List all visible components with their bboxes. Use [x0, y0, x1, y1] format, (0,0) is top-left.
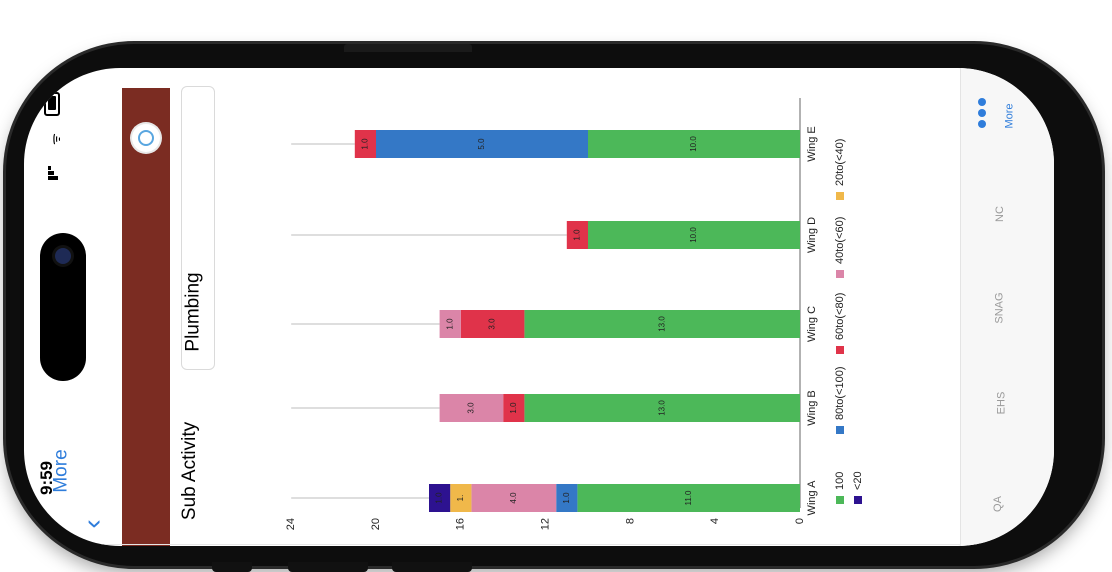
bar-segment — [556, 484, 578, 512]
data-label: 1.0 — [435, 492, 444, 504]
data-label: 13.0 — [657, 316, 666, 332]
legend-label: 100 — [834, 472, 846, 490]
legend-label: 80to(<100) — [834, 366, 846, 420]
bar-segment — [524, 394, 800, 422]
axis-tick-label: 0 — [794, 518, 806, 524]
tab-nc[interactable]: NC — [993, 206, 1006, 222]
legend-swatch — [836, 426, 844, 434]
more-icon[interactable] — [978, 98, 986, 128]
axis-tick-label: 20 — [370, 518, 382, 530]
legend-swatch — [836, 346, 844, 354]
data-label: 1.0 — [445, 318, 454, 330]
app-screen: ᯤ 9:59 More ‹ PM Status Tower Plumbing S… — [24, 68, 1054, 546]
phone-volume-button — [212, 562, 252, 572]
legend-label: 60to(<80) — [834, 293, 846, 340]
signal-icon — [48, 166, 58, 180]
bar-segment — [376, 130, 588, 158]
axis-tick-label: 12 — [540, 518, 552, 530]
legend-label: 40to(<60) — [834, 217, 846, 264]
bar-segment — [577, 484, 800, 512]
axis-tick-label: 16 — [455, 518, 467, 530]
data-label: 10.0 — [689, 136, 698, 152]
category-label: Wing C — [806, 306, 818, 342]
bar-segment — [460, 310, 525, 338]
tab-more[interactable]: More — [1003, 103, 1016, 129]
legend-swatch — [854, 496, 862, 504]
power-icon[interactable] — [132, 124, 160, 152]
bar-segment — [471, 484, 557, 512]
bar-segment — [429, 484, 451, 512]
bar-segment — [450, 484, 472, 512]
divider — [24, 544, 984, 545]
bar-segment — [439, 394, 504, 422]
data-label: 5.0 — [477, 138, 486, 150]
back-link[interactable]: More — [50, 449, 72, 493]
data-label: 1.0 — [509, 402, 518, 414]
data-label: 3.0 — [488, 318, 497, 330]
axis-tick-label: 8 — [624, 518, 636, 524]
data-label: 11.0 — [684, 490, 693, 506]
legend-swatch — [836, 270, 844, 278]
bar-segment — [524, 310, 800, 338]
category-label: Wing B — [806, 390, 818, 425]
data-label: 3.0 — [467, 402, 476, 414]
bar-segment — [588, 221, 800, 249]
chevron-left-icon[interactable]: ‹ — [76, 519, 108, 529]
bar-segment — [439, 310, 461, 338]
tab-snag[interactable]: SNAG — [993, 292, 1006, 324]
tab-ehs[interactable]: EHS — [995, 391, 1008, 415]
wifi-icon: ᯤ — [47, 133, 63, 145]
data-label: 10.0 — [689, 227, 698, 243]
battery-icon — [44, 92, 60, 116]
status-chart: 0 4 8 12 16 20 24 11.0 1.0 4.0 1. 1.0 Wing A 13.0 1.0 3… — [285, 98, 864, 530]
bar-segment — [503, 394, 525, 422]
legend-swatch — [836, 192, 844, 200]
tab-bar — [960, 68, 1054, 546]
camera-lens — [55, 248, 71, 264]
data-label: 1.0 — [562, 492, 571, 504]
category-label: Wing E — [806, 126, 818, 161]
data-label: 1.0 — [573, 229, 582, 241]
bar-segment — [354, 130, 376, 158]
phone-volume-button — [288, 562, 368, 572]
bar-segment — [588, 130, 800, 158]
data-label: 4.0 — [509, 492, 518, 504]
data-label: 1.0 — [361, 138, 370, 150]
phone-volume-button — [392, 562, 472, 572]
data-label: 13.0 — [657, 400, 666, 416]
legend-label: <20 — [852, 471, 864, 490]
legend-swatch — [836, 496, 844, 504]
axis-tick-label: 24 — [285, 518, 297, 530]
category-label: Wing D — [806, 217, 818, 253]
tab-qa[interactable]: QA — [991, 496, 1004, 512]
category-label: Wing A — [806, 480, 818, 516]
legend-label: 20to(<40) — [834, 139, 846, 186]
phone-side-button — [344, 44, 472, 52]
bar-segment — [566, 221, 588, 249]
sub-activity-select[interactable] — [181, 86, 215, 370]
page-header — [122, 88, 170, 546]
data-label: 1. — [456, 495, 465, 502]
axis-tick-label: 4 — [709, 518, 721, 524]
